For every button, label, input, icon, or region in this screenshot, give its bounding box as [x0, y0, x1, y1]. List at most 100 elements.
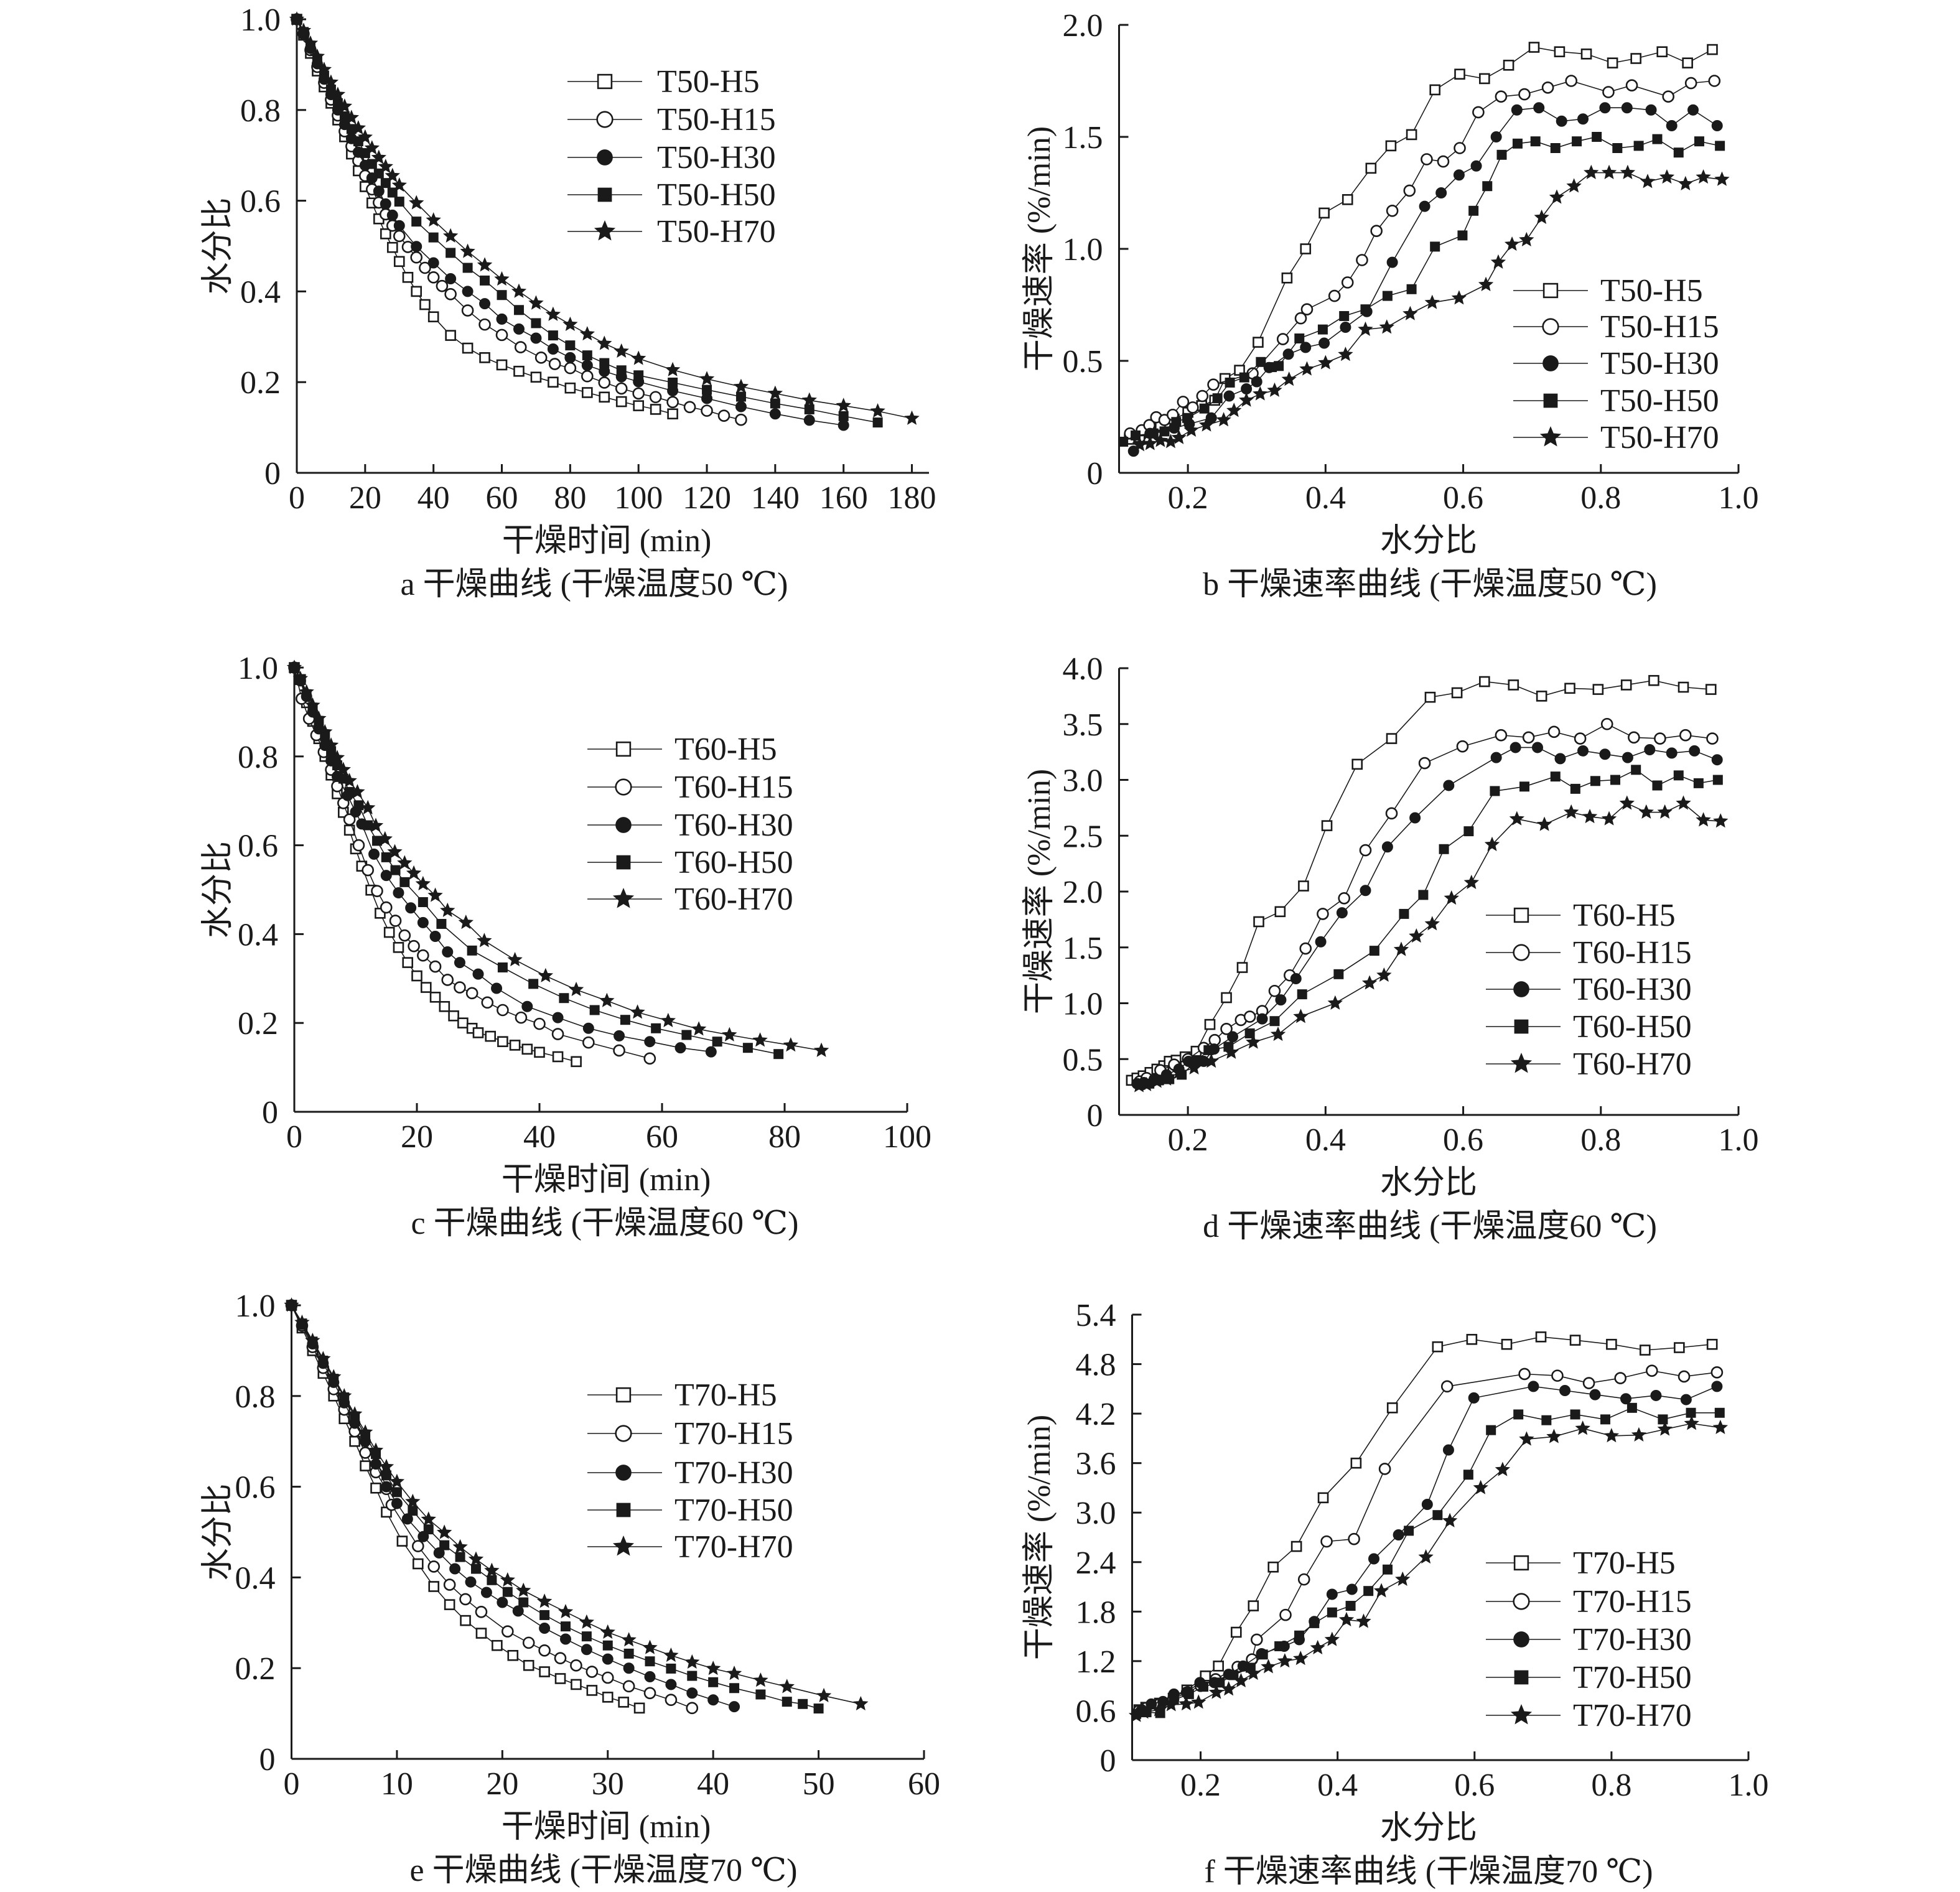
data-point	[1657, 1421, 1673, 1436]
x-tick-label: 0.2	[1168, 1122, 1208, 1158]
data-point	[397, 855, 413, 870]
data-point	[329, 750, 345, 765]
legend-label: T60-H5	[674, 732, 777, 767]
data-point	[460, 1615, 471, 1626]
data-point	[1333, 969, 1344, 979]
data-point	[1351, 758, 1363, 770]
data-point	[357, 1424, 373, 1439]
data-point	[380, 870, 392, 882]
data-point	[1191, 1694, 1206, 1709]
data-point	[539, 1623, 551, 1634]
data-point	[513, 323, 525, 335]
legend-entry: T70-H5	[587, 1377, 777, 1413]
data-point	[497, 1036, 508, 1047]
x-tick-label: 60	[646, 1119, 678, 1155]
data-point	[1203, 1053, 1219, 1068]
data-point	[1318, 207, 1330, 219]
data-point	[1233, 1672, 1249, 1688]
data-point	[433, 1547, 445, 1559]
data-point	[1294, 333, 1305, 343]
legend-label: T70-H30	[1573, 1622, 1692, 1657]
data-point	[1248, 1600, 1259, 1611]
legend-label: T50-H50	[1600, 383, 1719, 419]
data-point	[1358, 321, 1373, 336]
legend-marker	[597, 149, 613, 165]
data-point	[1342, 193, 1353, 205]
data-point	[521, 1000, 533, 1012]
x-tick-label: 0.4	[1305, 1122, 1346, 1158]
series-t60-h70	[286, 659, 829, 1057]
data-point	[292, 671, 309, 686]
data-point	[370, 1458, 382, 1470]
data-point	[294, 1314, 310, 1330]
legend-label: T70-H70	[674, 1529, 793, 1565]
data-point	[1373, 1583, 1389, 1598]
x-tick-label: 1.0	[1729, 1768, 1769, 1803]
data-point	[470, 1563, 481, 1574]
data-point	[457, 1017, 469, 1028]
y-tick-label: 3.5	[1063, 707, 1103, 743]
series-t50-h70	[289, 11, 920, 425]
legend-entry: T70-H70	[1486, 1698, 1692, 1733]
legend-entry: T70-H15	[1486, 1584, 1692, 1619]
y-tick-label: 0	[1100, 1743, 1116, 1779]
data-point	[507, 952, 523, 967]
legend-label: T50-H70	[657, 214, 776, 249]
x-tick-label: 0.8	[1580, 1122, 1621, 1158]
data-point	[426, 212, 441, 227]
data-point	[1490, 786, 1500, 796]
x-tick-label: 100	[883, 1119, 931, 1155]
data-point	[735, 391, 746, 402]
data-point	[311, 711, 327, 725]
data-point	[783, 1037, 799, 1052]
data-point	[1659, 169, 1675, 184]
data-point	[681, 1030, 692, 1040]
data-point	[663, 1647, 679, 1662]
data-point	[559, 993, 569, 1004]
data-point	[1346, 1583, 1358, 1595]
data-point	[1631, 765, 1641, 775]
y-tick-label: 0.6	[235, 1470, 276, 1506]
data-point	[1451, 290, 1467, 305]
data-point	[632, 387, 645, 400]
y-tick-label: 2.4	[1076, 1545, 1116, 1581]
x-axis-title: 干燥时间 (min)	[502, 1162, 711, 1198]
data-point	[838, 411, 849, 421]
data-point	[1356, 1613, 1371, 1628]
legend-entry: T50-H5	[1513, 273, 1703, 309]
x-tick-label: 100	[614, 480, 663, 516]
legend-marker	[1513, 907, 1529, 923]
data-point	[410, 251, 423, 264]
data-point	[389, 915, 402, 927]
x-tick-label: 0.8	[1580, 480, 1621, 516]
data-point	[1406, 284, 1417, 294]
y-tick-label: 0.2	[235, 1651, 276, 1687]
data-point	[531, 318, 541, 329]
data-point	[1457, 230, 1468, 241]
data-point	[798, 1699, 808, 1709]
y-axis-title: 水分比	[200, 841, 236, 938]
data-point	[666, 396, 679, 409]
data-point	[1244, 1028, 1255, 1038]
data-point	[1550, 143, 1561, 153]
data-point	[481, 996, 494, 1009]
data-point	[1435, 187, 1447, 198]
x-tick-label: 140	[751, 480, 800, 516]
legend-entry: T60-H15	[1486, 935, 1692, 971]
data-point	[1554, 46, 1566, 57]
data-point	[417, 916, 429, 928]
data-point	[1495, 729, 1508, 742]
data-point	[1536, 816, 1552, 831]
data-point	[769, 408, 781, 420]
data-point	[1279, 1608, 1292, 1621]
data-point	[398, 929, 411, 942]
data-point	[377, 831, 393, 846]
data-point	[467, 945, 477, 956]
data-point	[1640, 174, 1656, 189]
data-point	[534, 1046, 545, 1058]
data-point	[1535, 1331, 1547, 1343]
data-point	[1182, 412, 1193, 423]
data-point	[386, 209, 398, 221]
data-point	[803, 414, 815, 426]
data-point	[495, 329, 508, 342]
